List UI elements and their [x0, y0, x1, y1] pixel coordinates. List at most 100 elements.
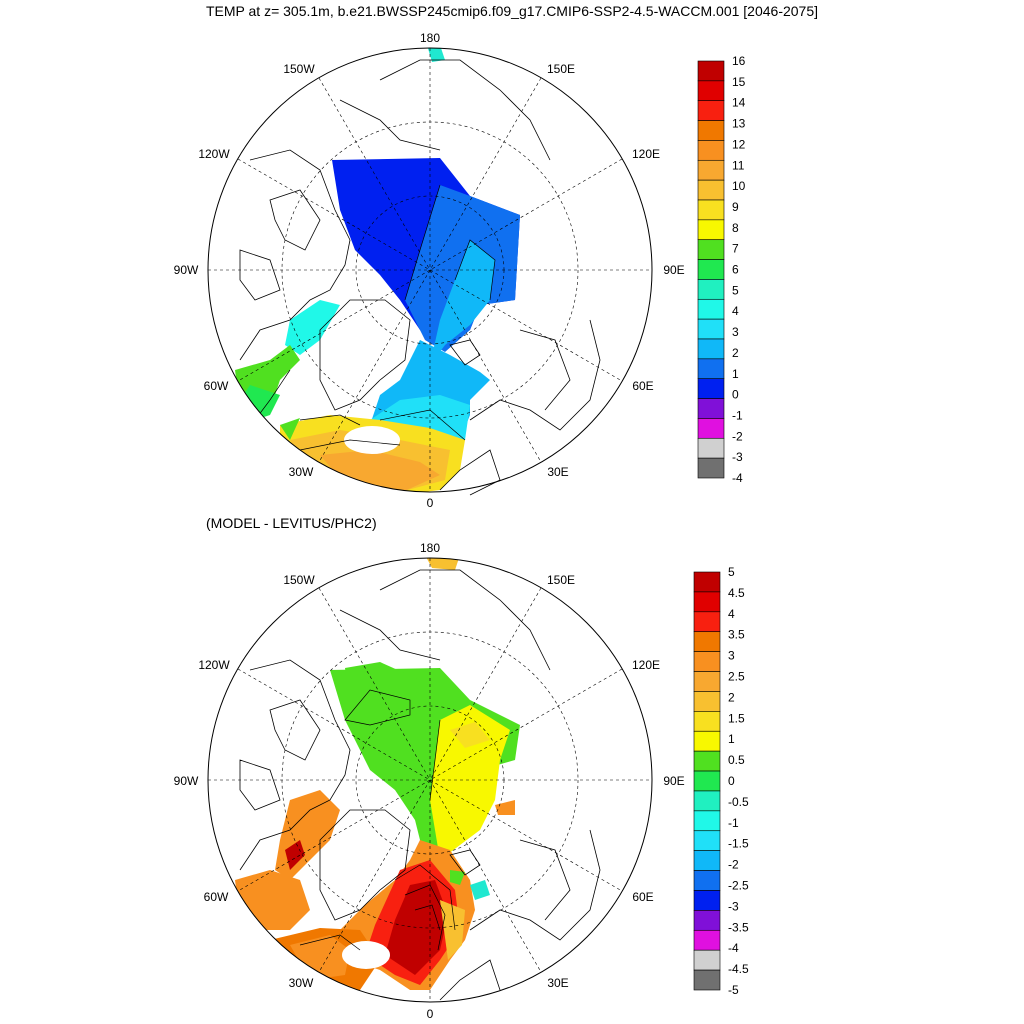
top-colorbar-swatch — [697, 398, 725, 419]
bottom-colorbar-tick-label: -3 — [728, 899, 739, 913]
bottom-colorbar-swatch — [693, 770, 721, 792]
top-colorbar-tick-label: 3 — [732, 325, 739, 339]
top-lon-label-120w: 120W — [198, 147, 230, 161]
top-colorbar-swatch — [697, 199, 725, 221]
top-colorbar-swatch — [697, 219, 725, 241]
bottom-lon-label-150e: 150E — [547, 573, 575, 587]
top-colorbar-tick-label: 7 — [732, 242, 739, 256]
bottom-colorbar-tick-label: 0 — [728, 774, 735, 788]
bottom-lon-labels: 180 150W 150E 120W 120E 90W 90E 60W 60E … — [174, 541, 685, 1021]
top-colorbar-swatch — [697, 140, 725, 161]
bottom-colorbar-tick-label: -4 — [728, 941, 739, 955]
bottom-lon-label-30w: 30W — [289, 976, 314, 990]
top-graticule — [208, 48, 652, 492]
top-colorbar-swatch — [697, 457, 725, 479]
bottom-lon-label-120w: 120W — [198, 658, 230, 672]
top-colorbar-swatch — [697, 418, 725, 439]
top-colorbar-tick-label: 5 — [732, 283, 739, 297]
top-colorbar-tick-label: 0 — [732, 388, 739, 402]
bottom-colorbar-swatch — [693, 949, 721, 971]
top-colorbar-swatch — [697, 358, 725, 380]
bottom-lon-label-30e: 30E — [547, 976, 568, 990]
bottom-colorbar-tick-label: -2.5 — [728, 879, 749, 893]
bottom-colorbar-swatch — [693, 651, 721, 672]
bottom-colorbar-tick-label: 0.5 — [728, 753, 745, 767]
bottom-colorbar-tick-label: 3 — [728, 649, 735, 663]
top-lon-label-60w: 60W — [204, 379, 229, 393]
top-lon-label-150e: 150E — [547, 62, 575, 76]
top-colorbar-swatch — [697, 100, 725, 121]
bottom-colorbar-tick-label: -0.5 — [728, 795, 749, 809]
top-colorbar-tick-label: 15 — [732, 75, 746, 89]
bottom-colorbar-tick-label: 5 — [728, 565, 735, 579]
bottom-coastlines — [239, 569, 601, 1001]
top-colorbar-swatch — [697, 179, 725, 201]
top-lon-label-30e: 30E — [547, 465, 568, 479]
bottom-colorbar-swatch — [693, 969, 721, 991]
top-colorbar-swatch — [697, 239, 725, 260]
bottom-lon-label-150w: 150W — [283, 573, 315, 587]
top-lon-label-150w: 150W — [283, 62, 315, 76]
top-colorbar-swatch — [697, 259, 725, 280]
bottom-colorbar-tick-label: -1.5 — [728, 837, 749, 851]
bottom-map-boundary — [207, 557, 653, 1003]
bottom-colorbar-swatch — [693, 571, 721, 593]
bottom-lon-label-60w: 60W — [204, 890, 229, 904]
bottom-colorbar-tick-label: 1 — [728, 732, 735, 746]
top-colorbar-swatch — [697, 159, 725, 181]
top-colorbar-swatch — [697, 378, 725, 399]
top-colorbar-tick-label: 4 — [732, 304, 739, 318]
top-polar-map: 180 150W 150E 120W 120E 90W 90E 60W 60E … — [174, 31, 685, 510]
bottom-colorbar-swatch — [693, 671, 721, 692]
bottom-colorbar-swatch — [693, 929, 721, 951]
bottom-colorbar-tick-label: 2 — [728, 690, 735, 704]
top-colorbar-tick-label: 11 — [732, 158, 745, 172]
top-colorbar-swatch — [697, 437, 725, 459]
difference-subtitle: (MODEL - LEVITUS/PHC2) — [206, 515, 377, 531]
bottom-colorbar-swatch — [693, 850, 721, 871]
bottom-colorbar-swatch — [693, 611, 721, 633]
bottom-colorbar-tick-label: -3.5 — [728, 920, 749, 934]
bottom-colorbar-swatch — [693, 790, 721, 812]
bottom-colorbar-swatch — [693, 750, 721, 772]
top-colorbar-tick-label: -3 — [732, 450, 743, 464]
bottom-colorbar-swatch — [693, 691, 721, 712]
bottom-graticule — [208, 558, 652, 1002]
top-colorbar-tick-label: 1 — [732, 367, 739, 381]
bottom-lon-label-180: 180 — [420, 541, 440, 555]
top-colorbar-tick-label: 12 — [732, 137, 746, 151]
top-colorbar-tick-label: -1 — [732, 408, 743, 422]
bottom-colorbar-tick-label: 2.5 — [728, 670, 745, 684]
bottom-lon-label-120e: 120E — [632, 658, 660, 672]
bottom-polar-map: 180 150W 150E 120W 120E 90W 90E 60W 60E … — [174, 541, 685, 1021]
top-colorbar-swatch — [697, 318, 725, 340]
top-colorbar-swatch — [697, 298, 725, 320]
bottom-contours — [299, 689, 456, 951]
top-colorbar-tick-label: -4 — [732, 471, 743, 485]
top-colorbar-tick-label: -2 — [732, 429, 743, 443]
bottom-colorbar-swatch — [693, 810, 721, 832]
bottom-lon-label-60e: 60E — [632, 890, 653, 904]
top-colorbar-tick-label: 14 — [732, 96, 746, 110]
bottom-colorbar-swatch — [693, 591, 721, 613]
top-lon-label-180: 180 — [420, 31, 440, 45]
top-colorbar-swatch — [697, 80, 725, 102]
top-lon-label-90e: 90E — [663, 263, 684, 277]
top-coastlines — [239, 59, 601, 496]
top-lon-label-30w: 30W — [289, 465, 314, 479]
top-colorbar-tick-label: 2 — [732, 346, 739, 360]
top-lon-label-0: 0 — [427, 496, 434, 510]
bottom-colorbar-tick-label: -4.5 — [728, 962, 749, 976]
bottom-colorbar-swatch — [693, 870, 721, 891]
bottom-colorbar-tick-label: 4.5 — [728, 586, 745, 600]
top-lon-labels: 180 150W 150E 120W 120E 90W 90E 60W 60E … — [174, 31, 685, 510]
top-colorbar-tick-label: 6 — [732, 263, 739, 277]
bottom-colorbar-swatch — [693, 830, 721, 851]
bottom-colorbar-tick-label: -5 — [728, 983, 739, 997]
plot-title: TEMP at z= 305.1m, b.e21.BWSSP245cmip6.f… — [205, 3, 819, 19]
bottom-colorbar-tick-label: -2 — [728, 858, 739, 872]
bottom-colorbar-tick-label: 1.5 — [728, 711, 745, 725]
top-colorbar-tick-label: 10 — [732, 179, 746, 193]
top-colorbar-tick-label: 16 — [732, 54, 746, 68]
